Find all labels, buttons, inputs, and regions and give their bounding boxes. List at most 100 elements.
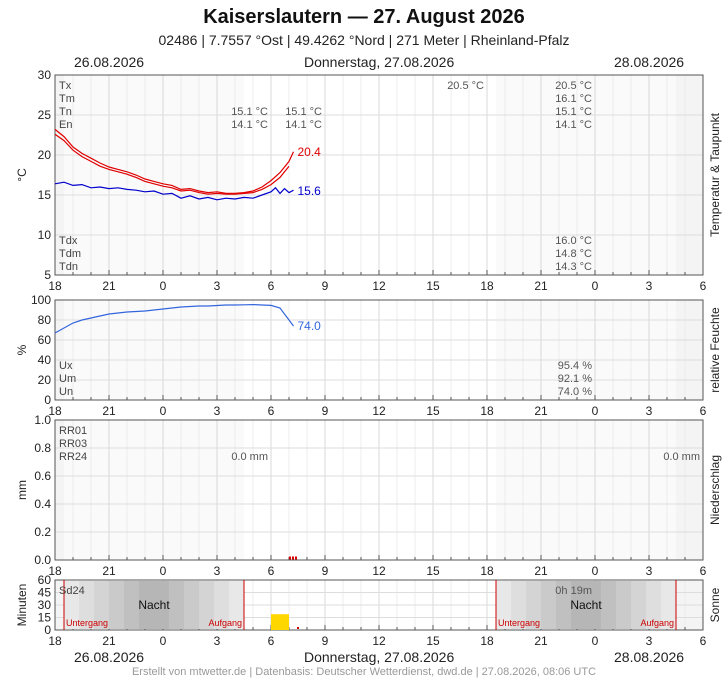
y-axis-label: % xyxy=(15,344,29,355)
x-tick-label: 21 xyxy=(534,279,548,293)
stat-label: Tn xyxy=(59,106,72,118)
night-shade xyxy=(64,75,244,275)
stat-label: Tdn xyxy=(59,261,78,273)
stat-value: 0.0 mm xyxy=(663,451,700,463)
date-right-bottom: 28.08.2026 xyxy=(614,649,685,665)
x-tick-label: 6 xyxy=(268,634,275,648)
sunshine-total: 0h 19m xyxy=(555,585,592,597)
x-tick-label: 0 xyxy=(592,404,599,418)
stat-value: 20.5 °C xyxy=(447,80,484,92)
station-info: 02486 | 7.7557 °Ost | 49.4262 °Nord | 27… xyxy=(158,32,570,48)
stat-label: Tm xyxy=(59,93,75,105)
stat-label: Tdx xyxy=(59,235,78,247)
x-tick-label: 6 xyxy=(268,279,275,293)
date-center-bottom: Donnerstag, 27.08.2026 xyxy=(304,649,455,665)
stat-value: 15.1 °C xyxy=(555,106,592,118)
night-shade xyxy=(496,300,676,400)
stat-label: RR24 xyxy=(59,451,87,463)
date-center-top: Donnerstag, 27.08.2026 xyxy=(304,54,455,70)
night-shade xyxy=(55,75,64,275)
x-tick-label: 21 xyxy=(534,634,548,648)
night-shade xyxy=(64,420,244,560)
x-tick-label: 3 xyxy=(646,564,653,578)
x-tick-label: 3 xyxy=(646,404,653,418)
y-tick-label: 10 xyxy=(38,228,52,242)
footer-credits: Erstellt von mtwetter.de | Datenbasis: D… xyxy=(131,666,597,678)
stat-value: 15.1 °C xyxy=(285,106,322,118)
sunset-label: Untergang xyxy=(498,618,540,628)
x-tick-label: 9 xyxy=(322,279,329,293)
temperature-end-label: 20.4 xyxy=(298,145,322,159)
stat-value: 16.1 °C xyxy=(555,93,592,105)
stat-value: 74.0 % xyxy=(558,386,592,398)
x-tick-label: 0 xyxy=(160,634,167,648)
dewpoint-end-label: 15.6 xyxy=(298,184,322,198)
humidity-end-label: 74.0 xyxy=(298,319,322,333)
x-tick-label: 9 xyxy=(322,634,329,648)
x-tick-label: 3 xyxy=(214,634,221,648)
y-tick-label: 30 xyxy=(38,68,52,82)
y-tick-label: 20 xyxy=(38,373,52,387)
y-tick-label: 0 xyxy=(44,393,51,407)
x-tick-label: 21 xyxy=(102,634,116,648)
stat-label: Um xyxy=(59,373,76,385)
night-shade xyxy=(55,300,64,400)
x-tick-label: 0 xyxy=(592,279,599,293)
night-shade xyxy=(55,420,64,560)
y-axis-label: °C xyxy=(15,168,29,182)
date-right-top: 28.08.2026 xyxy=(614,54,685,70)
sunshine-marker xyxy=(297,627,299,629)
x-tick-label: 3 xyxy=(646,634,653,648)
stat-value: 14.8 °C xyxy=(555,248,592,260)
stat-label: Ux xyxy=(59,360,73,372)
panel-side-label: Niederschlag xyxy=(708,455,722,525)
y-tick-label: 25 xyxy=(38,108,52,122)
temperature-line xyxy=(54,128,295,194)
x-tick-label: 0 xyxy=(160,279,167,293)
panel-side-label: Temperatur & Taupunkt xyxy=(708,112,722,237)
sunrise-label: Aufgang xyxy=(640,618,674,628)
x-tick-label: 15 xyxy=(426,564,440,578)
dewpoint-line xyxy=(54,181,294,201)
x-tick-label: 18 xyxy=(480,564,494,578)
x-tick-label: 15 xyxy=(426,279,440,293)
y-tick-label: 15 xyxy=(38,188,52,202)
date-left-top: 26.08.2026 xyxy=(74,54,145,70)
x-tick-label: 18 xyxy=(48,279,62,293)
y-tick-label: 0.0 xyxy=(34,553,51,567)
x-tick-label: 6 xyxy=(700,404,707,418)
x-tick-label: 0 xyxy=(160,404,167,418)
night-label: Nacht xyxy=(570,598,602,612)
night-gradient xyxy=(139,581,169,629)
panel-side-label: Sonne xyxy=(708,587,722,622)
y-tick-label: 1.0 xyxy=(34,413,51,427)
x-tick-label: 12 xyxy=(372,634,386,648)
stat-label: RR01 xyxy=(59,425,87,437)
x-tick-label: 6 xyxy=(268,404,275,418)
x-tick-label: 12 xyxy=(372,279,386,293)
y-tick-label: 45 xyxy=(38,586,52,600)
x-tick-label: 18 xyxy=(480,279,494,293)
y-tick-label: 20 xyxy=(38,148,52,162)
y-tick-label: 15 xyxy=(38,611,52,625)
night-gradient xyxy=(571,581,601,629)
night-shade xyxy=(496,420,676,560)
sunshine-bar xyxy=(271,614,289,630)
x-tick-label: 3 xyxy=(214,564,221,578)
x-tick-label: 15 xyxy=(426,634,440,648)
stat-value: 0.0 mm xyxy=(231,451,268,463)
sunset-label: Untergang xyxy=(66,618,108,628)
stat-value: 14.1 °C xyxy=(285,119,322,131)
temperature2-line xyxy=(54,133,290,195)
x-tick-label: 6 xyxy=(268,564,275,578)
x-tick-label: 9 xyxy=(322,564,329,578)
stat-label: En xyxy=(59,119,72,131)
night-shade xyxy=(676,300,703,400)
sunshine-stat-label: Sd24 xyxy=(59,585,85,597)
date-left-bottom: 26.08.2026 xyxy=(74,649,145,665)
x-tick-label: 18 xyxy=(480,634,494,648)
stat-label: Tx xyxy=(59,80,72,92)
stat-value: 95.4 % xyxy=(558,360,592,372)
x-tick-label: 12 xyxy=(372,564,386,578)
